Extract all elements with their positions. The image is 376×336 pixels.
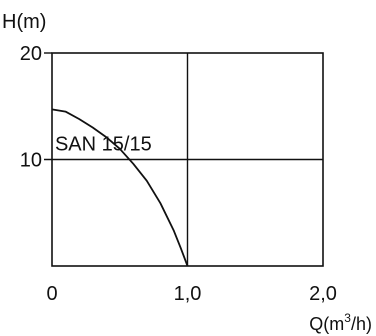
x-tick-label-2: 2,0 — [309, 283, 337, 305]
series-line-0 — [51, 108, 189, 267]
y-tick-label-0: 10 — [20, 150, 42, 172]
x-tick-label-0: 0 — [46, 283, 57, 305]
grid-lines — [44, 52, 323, 266]
tick-labels: 0 1,0 2,0 10 20 — [20, 43, 337, 305]
y-tick-label-1: 20 — [20, 43, 42, 65]
x-axis-label: Q(m3/h) — [309, 311, 372, 334]
series-layer — [51, 108, 189, 267]
y-axis-label: H(m) — [2, 11, 46, 33]
series-annotation: SAN 15/15 — [55, 134, 152, 156]
x-tick-label-1: 1,0 — [174, 283, 202, 305]
